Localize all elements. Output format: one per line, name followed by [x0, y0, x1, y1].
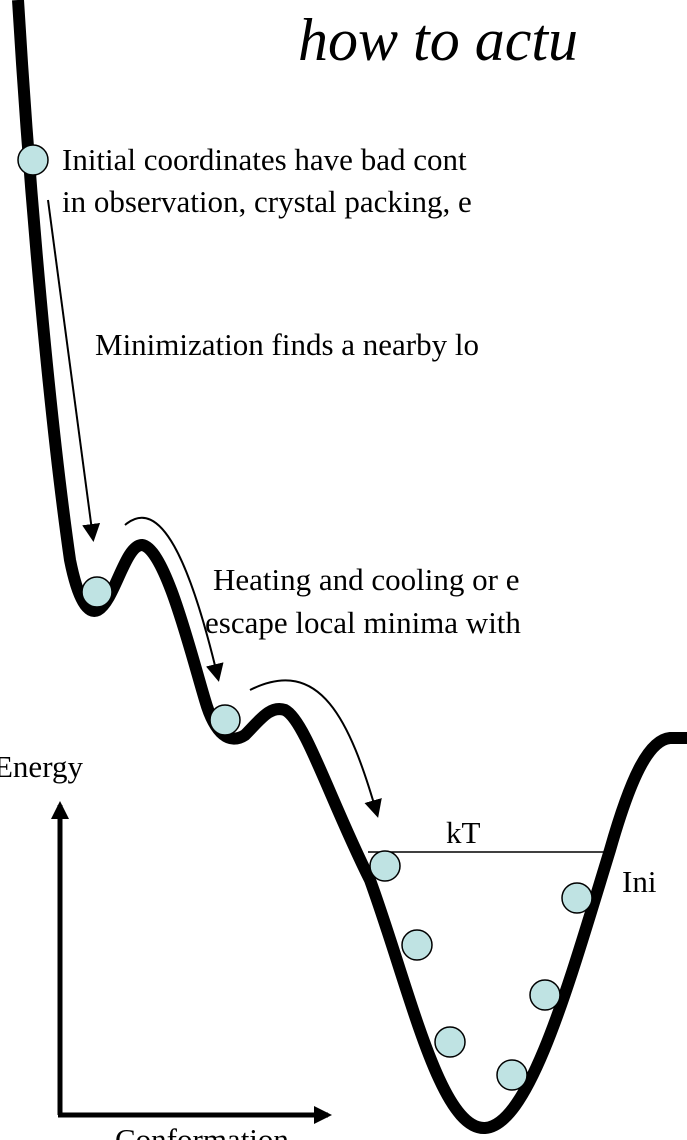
particles	[17, 144, 593, 1091]
title: how to actu	[298, 7, 578, 73]
arrow	[47, 199, 101, 542]
particle	[496, 1059, 528, 1091]
right-label: Ini	[622, 864, 657, 899]
particle	[529, 979, 561, 1011]
note: in observation, crystal packing, e	[62, 184, 472, 219]
kt-label: kT	[446, 815, 481, 850]
note: Initial coordinates have bad cont	[62, 142, 467, 177]
arrow	[124, 516, 224, 682]
particle	[561, 882, 593, 914]
particle	[434, 1026, 466, 1058]
particle	[17, 144, 49, 176]
particle	[209, 704, 241, 736]
energy-curve	[12, 0, 687, 1135]
arrow	[249, 679, 382, 818]
note: escape local minima with	[205, 605, 521, 640]
particle	[401, 929, 433, 961]
particle	[369, 850, 401, 882]
note: Minimization finds a nearby lo	[95, 327, 479, 362]
note: Heating and cooling or e	[213, 562, 519, 597]
x-axis-label: Conformation	[115, 1122, 289, 1140]
y-axis-label: Energy	[0, 749, 83, 784]
particle	[81, 576, 113, 608]
